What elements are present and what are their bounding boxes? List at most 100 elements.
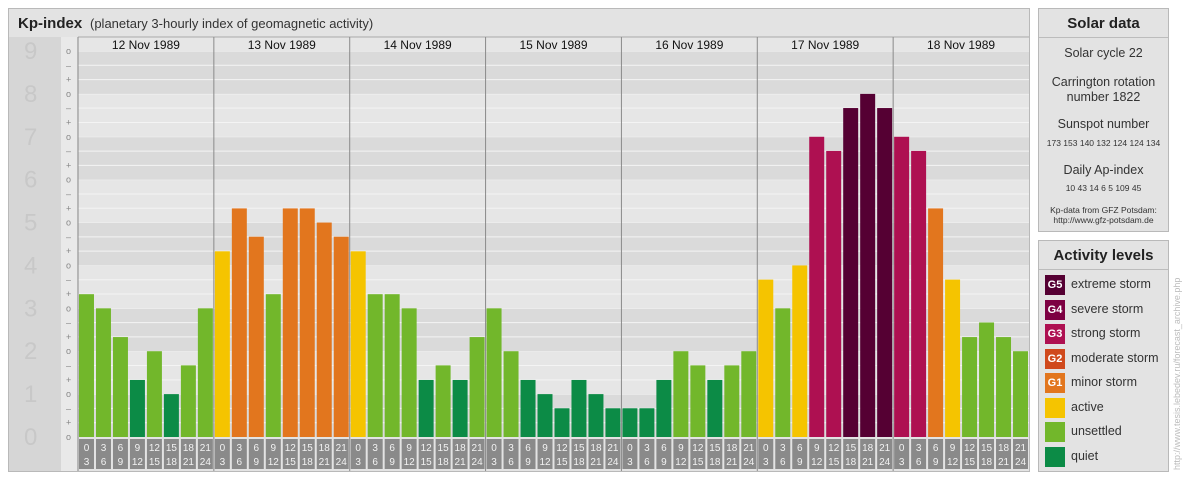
hour-start-label: 6 [254, 443, 260, 454]
hour-start-label: 0 [627, 443, 633, 454]
sub-tick-label: – [66, 275, 71, 285]
hour-box [928, 439, 944, 469]
hour-box [945, 439, 961, 469]
hour-end-label: 21 [455, 457, 467, 468]
sub-tick-label: o [66, 218, 71, 228]
kp-bar [112, 337, 128, 437]
kp-bar [452, 379, 468, 437]
kp-bar [231, 208, 247, 437]
hour-box [180, 439, 196, 469]
hour-box [894, 439, 910, 469]
kp-bar [367, 294, 383, 437]
hour-end-label: 12 [675, 457, 687, 468]
hour-start-label: 12 [556, 443, 568, 454]
hour-box [333, 439, 349, 469]
solar-data-panel: Solar data Solar cycle 22 Carrington rot… [1038, 8, 1169, 232]
hour-box [843, 439, 859, 469]
kp-bar [95, 308, 111, 437]
kp-bar [146, 351, 162, 437]
legend-item: G2 moderate storm [1045, 348, 1167, 369]
kp-bar [1013, 351, 1028, 437]
hour-end-label: 12 [947, 457, 959, 468]
y-tick-label: 6 [24, 167, 37, 194]
activity-levels-title: Activity levels [1053, 247, 1154, 264]
y-tick-label: 4 [24, 252, 37, 279]
hour-start-label: 18 [726, 443, 738, 454]
kp-bar [775, 308, 791, 437]
hour-end-label: 9 [661, 457, 667, 468]
hour-start-label: 0 [355, 443, 361, 454]
hour-end-label: 18 [166, 457, 178, 468]
hour-end-label: 3 [355, 457, 361, 468]
hour-end-label: 24 [200, 457, 212, 468]
sub-tick-label: o [66, 303, 71, 313]
hour-box [299, 439, 315, 469]
hour-end-label: 6 [237, 457, 243, 468]
hour-box [996, 439, 1012, 469]
panel-divider [1039, 37, 1168, 38]
day-label: 18 Nov 1989 [927, 38, 995, 52]
legend-swatch: G2 [1045, 348, 1065, 369]
hour-box [401, 439, 417, 469]
sub-tick-label: + [66, 375, 71, 385]
kp-bar [79, 294, 94, 437]
hour-end-label: 3 [899, 457, 905, 468]
hour-end-label: 3 [627, 457, 633, 468]
kp-bar [911, 150, 927, 438]
kp-bar [197, 308, 213, 437]
hour-box [911, 439, 927, 469]
kp-bar [571, 379, 587, 437]
legend-item: active [1045, 397, 1167, 418]
sub-tick-label: – [66, 60, 71, 70]
hour-start-label: 18 [455, 443, 467, 454]
sub-tick-label: + [66, 203, 71, 213]
hour-end-label: 9 [254, 457, 260, 468]
sub-tick-label: + [66, 289, 71, 299]
hour-end-label: 6 [780, 457, 786, 468]
kp-bar [214, 251, 230, 437]
hour-box [469, 439, 485, 469]
hour-start-label: 6 [389, 443, 395, 454]
sub-tick-label: + [66, 246, 71, 256]
hour-box [486, 439, 502, 469]
sub-tick-label: + [66, 117, 71, 127]
kp-bar [945, 279, 961, 437]
hour-end-label: 3 [220, 457, 226, 468]
hour-start-label: 6 [933, 443, 939, 454]
kp-bar [605, 408, 621, 437]
hour-end-label: 24 [879, 457, 891, 468]
hour-end-label: 24 [607, 457, 619, 468]
hour-box [503, 439, 519, 469]
hour-end-label: 18 [438, 457, 450, 468]
hour-end-label: 6 [644, 457, 650, 468]
kp-bar [418, 379, 434, 437]
hour-end-label: 6 [508, 457, 514, 468]
watermark: http://www.tesis.lebedev.ru/forecast_arc… [1172, 277, 1182, 470]
hour-box [588, 439, 604, 469]
hour-end-label: 21 [998, 457, 1010, 468]
hour-start-label: 21 [200, 443, 212, 454]
kp-bar [299, 208, 315, 437]
sub-tick-label: + [66, 418, 71, 428]
sub-tick-label: o [66, 260, 71, 270]
hour-end-label: 3 [84, 457, 90, 468]
activity-levels-panel: Activity levels G5 extreme storm G4 severe … [1038, 240, 1169, 472]
hour-start-label: 9 [542, 443, 548, 454]
carrington-rotation-label: Carrington rotation [1051, 75, 1156, 89]
hour-end-label: 9 [525, 457, 531, 468]
kp-bar [316, 222, 332, 437]
hour-box [656, 439, 672, 469]
hour-start-label: 21 [1015, 443, 1027, 454]
sub-tick-label: o [66, 389, 71, 399]
kp-band [78, 51, 1029, 94]
legend-item: quiet [1045, 446, 1167, 467]
hour-end-label: 6 [101, 457, 107, 468]
hour-start-label: 3 [780, 443, 786, 454]
legend-label: severe storm [1071, 301, 1144, 316]
hour-end-label: 12 [811, 457, 823, 468]
hour-box [724, 439, 740, 469]
ap-index-title: Daily Ap-index [1063, 163, 1144, 177]
hour-start-label: 9 [135, 443, 141, 454]
legend-label: moderate storm [1071, 350, 1159, 365]
y-tick-label: 5 [24, 210, 37, 237]
